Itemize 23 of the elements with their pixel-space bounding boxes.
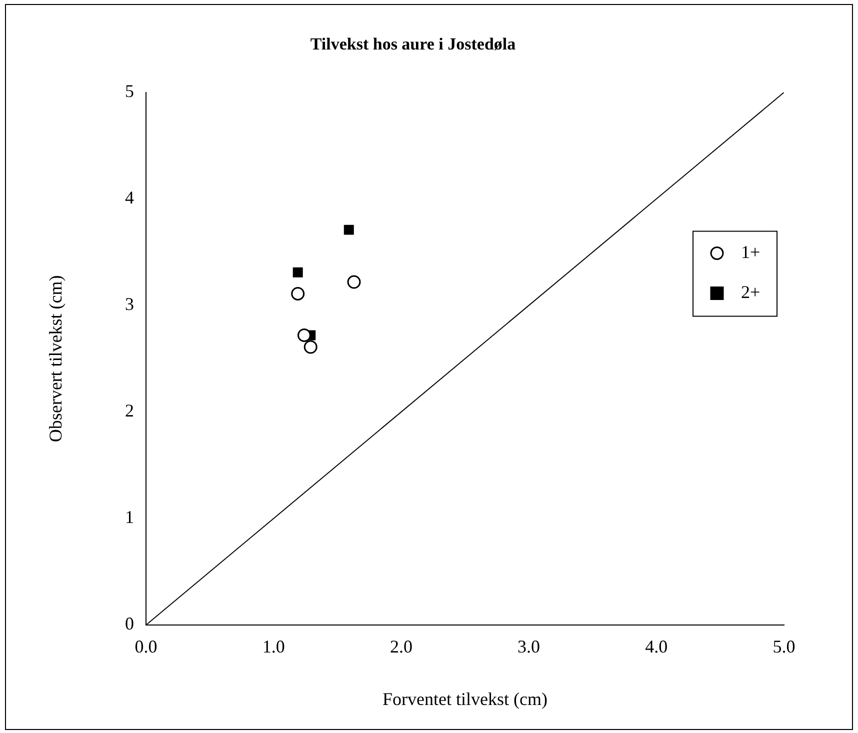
x-tick-label: 4.0 (645, 636, 668, 657)
y-tick-label: 1 (125, 507, 134, 528)
chart-title: Tilvekst hos aure i Jostedøla (310, 34, 516, 54)
x-tick-label: 5.0 (772, 636, 796, 657)
point (297, 328, 311, 342)
legend-label: 2+ (741, 282, 760, 302)
legend-label: 1+ (741, 242, 760, 262)
y-tick-label: 0 (125, 614, 134, 634)
point (304, 340, 318, 354)
x-tick-label: 1.0 (262, 636, 285, 657)
y-axis-title: Observert tilvekst (cm) (46, 275, 66, 442)
y-tick-label: 5 (125, 81, 134, 102)
y-tick-label: 4 (125, 188, 134, 208)
point (347, 275, 361, 289)
point (291, 286, 305, 300)
point (292, 267, 303, 278)
x-axis-title: Forventet tilvekst (cm) (382, 688, 548, 709)
y-tick-label: 3 (125, 294, 134, 314)
x-tick-label: 3.0 (518, 636, 540, 657)
x-tick-label: 2.0 (390, 636, 412, 657)
y-tick-label: 2 (125, 400, 134, 421)
x-tick-label: 0.0 (134, 636, 158, 657)
point (344, 224, 354, 235)
